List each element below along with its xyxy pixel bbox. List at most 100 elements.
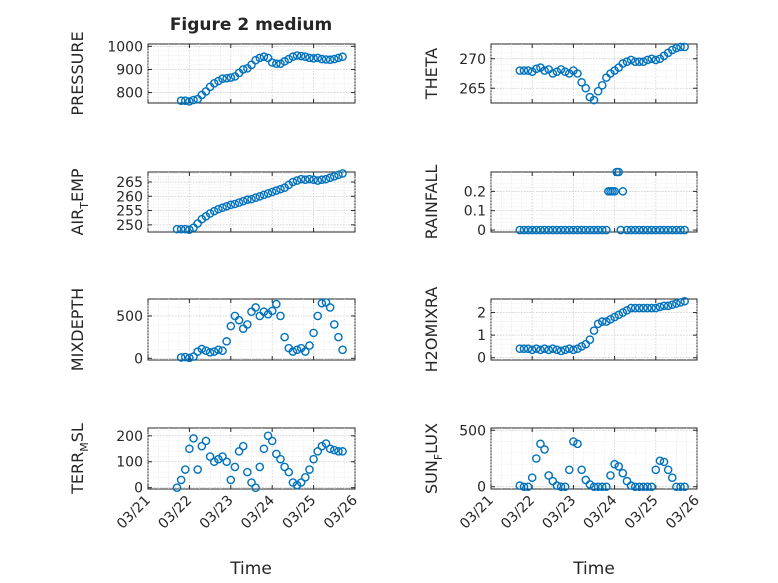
data-point bbox=[176, 96, 186, 105]
data-point bbox=[185, 225, 194, 235]
data-point bbox=[573, 439, 582, 449]
data-point bbox=[548, 344, 558, 354]
x-tick-label: 03/22 bbox=[155, 493, 195, 533]
data-point bbox=[536, 345, 545, 355]
data-point bbox=[334, 53, 343, 63]
data-point bbox=[329, 445, 339, 455]
data-point bbox=[672, 299, 681, 308]
y-axis-label: AIRTEMP bbox=[68, 168, 91, 235]
data-point bbox=[201, 346, 211, 355]
data-point bbox=[180, 96, 190, 105]
data-point bbox=[667, 473, 677, 483]
data-point bbox=[548, 69, 558, 78]
y-tick-label: 250 bbox=[116, 218, 143, 234]
subplot-mixdepth: 0 500 MIXDEPTH bbox=[68, 288, 356, 371]
data-point bbox=[251, 303, 260, 312]
data-point bbox=[597, 317, 607, 326]
data-point bbox=[284, 467, 294, 477]
data-point bbox=[189, 434, 198, 443]
plot-area bbox=[147, 43, 356, 104]
data-point bbox=[622, 305, 632, 315]
data-point bbox=[680, 482, 689, 492]
data-point bbox=[651, 225, 661, 235]
data-point bbox=[651, 303, 661, 313]
x-tick-label: 03/26 bbox=[663, 492, 703, 532]
data-point bbox=[334, 170, 343, 180]
data-point bbox=[643, 303, 652, 313]
data-point bbox=[618, 59, 628, 68]
data-point bbox=[197, 344, 207, 354]
data-point bbox=[577, 225, 586, 235]
data-point bbox=[180, 224, 190, 234]
data-point bbox=[663, 225, 673, 235]
data-point bbox=[552, 345, 562, 355]
data-point bbox=[288, 52, 298, 62]
data-point bbox=[263, 431, 273, 441]
y-axis-label-main: TERR bbox=[68, 452, 87, 495]
data-point bbox=[255, 191, 265, 201]
y-tick-label: 2 bbox=[477, 306, 486, 322]
y-tick-label: 500 bbox=[116, 309, 143, 325]
data-point bbox=[556, 65, 566, 74]
data-point bbox=[540, 445, 549, 454]
y-tick-label: 260 bbox=[116, 189, 143, 205]
subplot-pressure: 800 900 1000 PRESSURE bbox=[68, 31, 356, 116]
figure-title: Figure 2 medium bbox=[170, 15, 332, 35]
data-point bbox=[519, 225, 529, 235]
data-point bbox=[243, 195, 252, 205]
data-point bbox=[305, 465, 314, 474]
x-tick-label: 03/24 bbox=[238, 492, 278, 532]
data-point bbox=[523, 66, 533, 75]
data-point bbox=[309, 328, 318, 338]
data-point bbox=[639, 57, 648, 67]
data-point bbox=[635, 225, 644, 235]
data-point bbox=[560, 225, 570, 235]
data-point bbox=[647, 54, 656, 64]
data-point bbox=[218, 452, 227, 461]
data-point bbox=[532, 344, 541, 354]
data-point bbox=[618, 308, 628, 317]
data-point bbox=[659, 225, 669, 235]
data-point bbox=[301, 347, 310, 356]
data-point bbox=[185, 353, 194, 363]
subplot-sun_flux: 0 500 03/21 03/22 03/23 03/24 03/25 03/26 SUNFLU… bbox=[422, 423, 703, 532]
data-point bbox=[647, 303, 656, 313]
data-point bbox=[313, 311, 323, 321]
data-point bbox=[325, 303, 335, 312]
data-point bbox=[205, 348, 215, 357]
subplot-terr_msl: 0 100 200 03/21 03/22 03/23 03/24 03/25 03/26 TER… bbox=[68, 423, 361, 532]
y-tick-label: 0.2 bbox=[464, 184, 486, 200]
data-point bbox=[593, 86, 603, 96]
data-point bbox=[663, 465, 673, 475]
data-point bbox=[251, 55, 260, 65]
data-point bbox=[552, 481, 562, 490]
data-point bbox=[602, 225, 611, 235]
y-tick-label: 1000 bbox=[107, 39, 143, 55]
data-point bbox=[639, 482, 648, 492]
data-point bbox=[234, 198, 244, 207]
data-point bbox=[222, 457, 231, 467]
y-tick-label: 900 bbox=[116, 62, 143, 78]
data-point bbox=[214, 204, 223, 214]
data-point bbox=[560, 345, 570, 355]
data-point bbox=[334, 332, 343, 342]
y-axis-label-tail: SL bbox=[68, 423, 87, 442]
data-point bbox=[626, 481, 636, 490]
y-tick-label: 270 bbox=[459, 52, 486, 68]
data-point bbox=[267, 306, 277, 316]
data-point bbox=[581, 83, 591, 93]
data-point bbox=[639, 303, 648, 313]
data-point bbox=[519, 344, 529, 354]
data-point bbox=[329, 171, 339, 181]
data-point bbox=[589, 482, 599, 492]
data-point bbox=[573, 344, 582, 354]
data-point bbox=[276, 59, 285, 68]
data-point bbox=[676, 225, 685, 235]
data-point bbox=[267, 436, 277, 446]
data-point bbox=[214, 76, 223, 86]
data-point bbox=[630, 482, 640, 492]
data-point bbox=[610, 312, 619, 322]
y-axis-label: H2OMIXRA bbox=[422, 287, 441, 373]
data-point bbox=[301, 473, 310, 482]
